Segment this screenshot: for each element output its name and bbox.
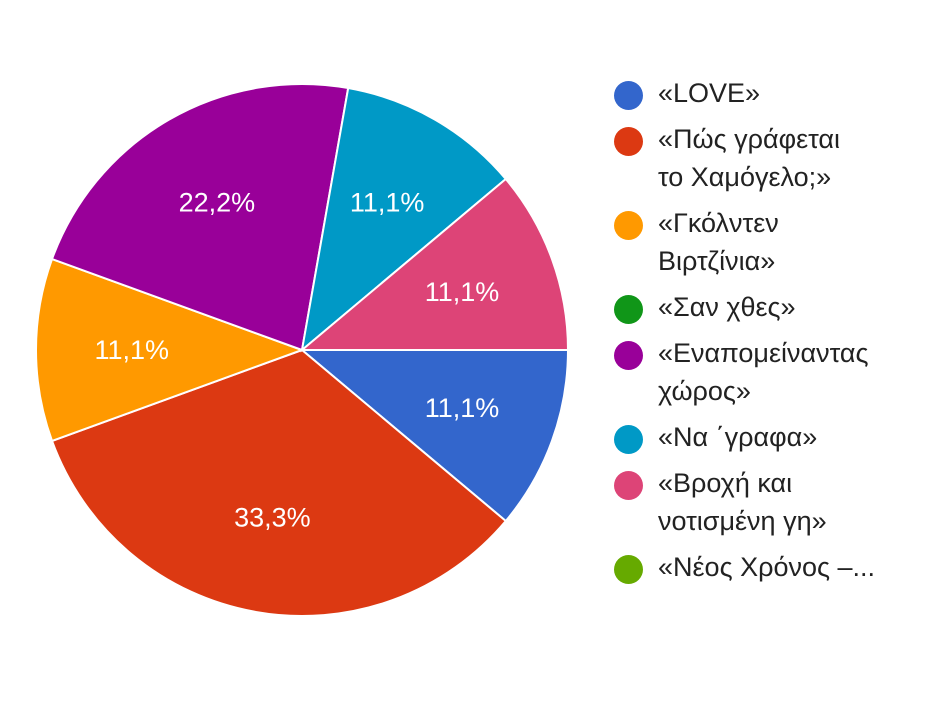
legend-swatch-vroxi — [614, 471, 643, 500]
legend-label-pos-grafetai: «Πώς γράφεται το Χαμόγελο;» — [658, 124, 841, 192]
pie-slice-4[interactable] — [50, 83, 350, 352]
legend-swatch-na-grafa — [614, 425, 643, 454]
legend-item-golden-virginia[interactable]: «Γκόλντεν Βιρτζίνια» — [614, 204, 934, 280]
pie-slice-5[interactable] — [300, 86, 508, 353]
legend-item-love[interactable]: «LOVE» — [614, 74, 934, 112]
legend-label-enapomeinantas: «Εναπομείναντας χώρος» — [658, 338, 869, 406]
slice-value-label-5: 11,1% — [350, 188, 425, 218]
legend-swatch-golden-virginia — [614, 211, 643, 240]
slice-value-label-4: 22,2% — [179, 188, 256, 218]
legend-swatch-san-xthes — [614, 295, 643, 324]
legend-swatch-pos-grafetai — [614, 127, 643, 156]
legend-item-pos-grafetai[interactable]: «Πώς γράφεται το Χαμόγελο;» — [614, 120, 934, 196]
slice-value-label-1: 33,3% — [234, 503, 311, 533]
legend-label-neos-xronos: «Νέος Χρόνος –... — [658, 552, 876, 582]
legend-item-san-xthes[interactable]: «Σαν χθες» — [614, 288, 934, 326]
legend: «LOVE» «Πώς γράφεται το Χαμόγελο;» «Γκόλ… — [614, 74, 934, 594]
legend-label-na-grafa: «Να ΄γραφα» — [658, 422, 818, 452]
legend-swatch-neos-xronos — [614, 555, 643, 584]
pie-slice-2[interactable] — [34, 257, 305, 443]
legend-item-neos-xronos[interactable]: «Νέος Χρόνος –... — [614, 548, 934, 586]
legend-swatch-love — [614, 81, 643, 110]
legend-item-na-grafa[interactable]: «Να ΄γραφα» — [614, 418, 934, 456]
legend-label-golden-virginia: «Γκόλντεν Βιρτζίνια» — [658, 208, 779, 276]
pie-slice-6[interactable] — [299, 177, 570, 351]
legend-swatch-enapomeinantas — [614, 341, 643, 370]
legend-label-vroxi: «Βροχή και νοτισμένη γη» — [658, 468, 827, 536]
legend-label-love: «LOVE» — [658, 78, 761, 108]
legend-item-enapomeinantas[interactable]: «Εναπομείναντας χώρος» — [614, 334, 934, 410]
slice-value-label-6: 11,1% — [425, 277, 500, 307]
legend-label-san-xthes: «Σαν χθες» — [658, 292, 796, 322]
slice-value-label-0: 11,1% — [425, 393, 500, 423]
pie-slice-1[interactable] — [50, 348, 508, 618]
slice-value-label-2: 11,1% — [95, 335, 170, 365]
legend-item-vroxi[interactable]: «Βροχή και νοτισμένη γη» — [614, 464, 934, 540]
pie-slice-0[interactable] — [299, 349, 570, 523]
